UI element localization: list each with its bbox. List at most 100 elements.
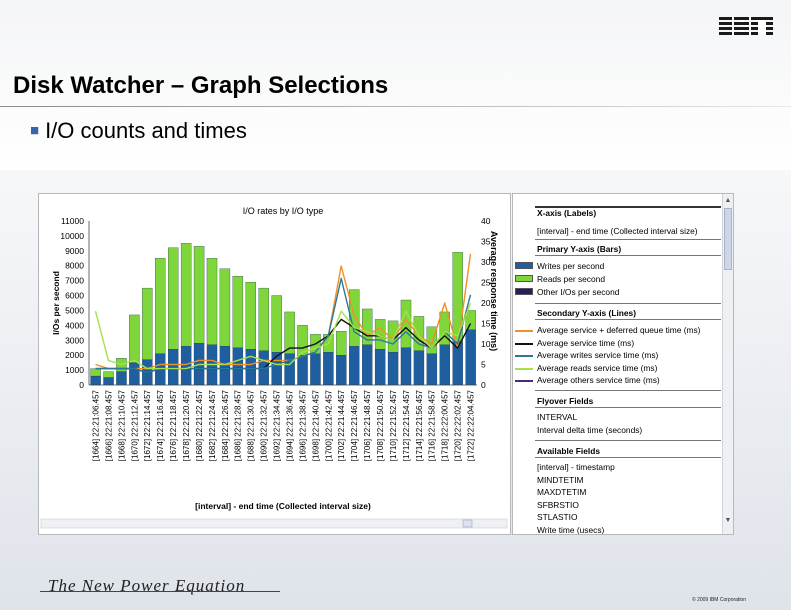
legend-line bbox=[515, 355, 533, 357]
available-field[interactable]: STLASTIO bbox=[537, 512, 578, 522]
bar-segment bbox=[271, 352, 282, 386]
x-tick-label: [1718] 22:22:00.457 bbox=[441, 389, 450, 461]
bar-segment bbox=[155, 258, 166, 354]
bar-segment bbox=[439, 344, 450, 386]
available-field[interactable]: MAXDTETIM bbox=[537, 487, 587, 497]
primary-y-field[interactable]: Reads per second bbox=[537, 274, 605, 284]
x-tick-label: [1672] 22:21:14.457 bbox=[143, 389, 152, 461]
y2-tick-label: 40 bbox=[481, 216, 491, 226]
y-tick-label: 1000 bbox=[65, 365, 84, 375]
ibm-logo bbox=[719, 17, 773, 35]
section-rule bbox=[535, 390, 721, 391]
x-tick-label: [1722] 22:22:04.457 bbox=[467, 389, 476, 461]
available-field[interactable]: Write time (usecs) bbox=[537, 524, 605, 535]
y2-tick-label: 15 bbox=[481, 319, 491, 329]
scroll-up-icon[interactable]: ▲ bbox=[724, 197, 732, 204]
y-tick-label: 10000 bbox=[60, 231, 84, 241]
bar-segment bbox=[387, 352, 399, 386]
x-tick-label: [1714] 22:21:56.457 bbox=[415, 389, 424, 461]
section-rule bbox=[535, 206, 721, 208]
x-tick-label: [1700] 22:21:42.457 bbox=[324, 389, 333, 461]
bar-segment bbox=[400, 347, 412, 386]
available-field[interactable]: SFBRSTIO bbox=[537, 499, 579, 510]
bar-segment bbox=[349, 289, 360, 347]
bar-segment bbox=[180, 346, 192, 386]
x-axis-section-header: X-axis (Labels) bbox=[537, 208, 597, 218]
y2-tick-label: 35 bbox=[481, 237, 491, 247]
x-tick-label: [1720] 22:22:02.457 bbox=[454, 389, 463, 461]
y-tick-label: 5000 bbox=[65, 305, 84, 315]
bar-segment bbox=[362, 344, 373, 386]
bar-segment bbox=[245, 281, 256, 350]
x-tick-label: [1702] 22:21:44.457 bbox=[337, 389, 346, 461]
x-axis-field[interactable]: [interval] - end time (Collected interva… bbox=[537, 226, 698, 236]
available-field[interactable]: [interval] - timestamp bbox=[537, 462, 615, 472]
slide-title: Disk Watcher – Graph Selections bbox=[13, 72, 389, 99]
chart-horizontal-scrollbar[interactable] bbox=[40, 518, 508, 529]
graph-selections-panel: X-axis (Labels) [interval] - end time (Co… bbox=[512, 193, 734, 535]
flyover-field[interactable]: Interval delta time (seconds) bbox=[537, 425, 643, 435]
section-rule bbox=[535, 255, 721, 256]
secondary-y-field[interactable]: Average writes service time (ms) bbox=[537, 350, 659, 360]
bar-segment bbox=[297, 325, 308, 356]
legend-swatch bbox=[515, 275, 533, 282]
x-axis-label: [interval] - end time (Collected interva… bbox=[195, 501, 371, 511]
bar-segment bbox=[90, 368, 101, 377]
x-tick-label: [1698] 22:21:40.457 bbox=[311, 389, 320, 461]
x-tick-label: [1666] 22:21:08.457 bbox=[104, 389, 113, 461]
bar-segment bbox=[219, 268, 231, 347]
secondary-y-field[interactable]: Average reads service time (ms) bbox=[537, 362, 658, 373]
y2-tick-label: 25 bbox=[481, 278, 491, 288]
x-tick-label: [1686] 22:21:28.457 bbox=[234, 389, 243, 461]
bullet-text: I/O counts and times bbox=[45, 118, 247, 143]
bar-segment bbox=[284, 311, 295, 354]
scroll-down-icon[interactable]: ▼ bbox=[724, 517, 732, 524]
bar-segment bbox=[336, 355, 347, 386]
bar-segment bbox=[168, 247, 179, 350]
x-tick-label: [1674] 22:21:16.457 bbox=[156, 389, 165, 461]
x-tick-label: [1664] 22:21:06.457 bbox=[92, 389, 101, 461]
bar-segment bbox=[232, 276, 244, 348]
bar-segment bbox=[439, 311, 450, 345]
primary-y-field[interactable]: Writes per second bbox=[537, 261, 605, 271]
flyover-section-header: Flyover Fields bbox=[537, 396, 594, 406]
bar-segment bbox=[206, 258, 218, 345]
secondary-y-field[interactable]: Average service + deferred queue time (m… bbox=[537, 325, 701, 335]
bar-segment bbox=[180, 243, 192, 347]
bar-segment bbox=[465, 329, 476, 386]
y-tick-label: 6000 bbox=[65, 291, 84, 301]
bar-segment bbox=[349, 346, 360, 386]
bar-segment bbox=[374, 349, 386, 386]
panel-vertical-scrollbar[interactable] bbox=[722, 194, 733, 534]
bar-segment bbox=[193, 246, 205, 344]
bar-segment bbox=[271, 295, 282, 353]
bullet-item: ■ I/O counts and times bbox=[30, 118, 247, 144]
available-field[interactable]: MINDTETIM bbox=[537, 474, 584, 485]
y-tick-label: 4000 bbox=[65, 320, 84, 330]
section-rule bbox=[535, 239, 721, 240]
x-tick-label: [1678] 22:21:20.457 bbox=[182, 389, 191, 461]
flyover-field[interactable]: INTERVAL bbox=[537, 412, 578, 422]
x-tick-label: [1706] 22:21:48.457 bbox=[363, 389, 372, 461]
x-tick-label: [1684] 22:21:26.457 bbox=[221, 389, 230, 461]
secondary-y-field[interactable]: Average service time (ms) bbox=[537, 337, 635, 348]
panel-scroll-thumb[interactable] bbox=[724, 208, 732, 270]
secondary-y-field[interactable]: Average others service time (ms) bbox=[537, 375, 660, 385]
bullet-icon: ■ bbox=[30, 122, 40, 139]
primary-y-field[interactable]: Other I/Os per second bbox=[537, 287, 620, 297]
section-rule bbox=[535, 407, 721, 408]
bar-segment bbox=[258, 287, 269, 351]
x-tick-label: [1682] 22:21:24.457 bbox=[208, 389, 217, 461]
legend-swatch bbox=[515, 262, 533, 269]
y-tick-label: 8000 bbox=[65, 261, 84, 271]
bar-segment bbox=[129, 314, 140, 363]
bar-segment bbox=[232, 347, 244, 386]
y-tick-label: 2000 bbox=[65, 350, 84, 360]
bar-segment bbox=[297, 355, 308, 386]
chart-scroll-thumb[interactable] bbox=[462, 519, 473, 528]
chart-panel: I/O rates by I/O type 0 1000 2000 3000 4000 50… bbox=[38, 193, 511, 535]
y2-tick-label: 0 bbox=[481, 380, 486, 390]
copyright-text: © 2009 IBM Corporation bbox=[692, 597, 746, 603]
y-tick-label: 0 bbox=[79, 380, 84, 390]
legend-line bbox=[515, 380, 533, 382]
